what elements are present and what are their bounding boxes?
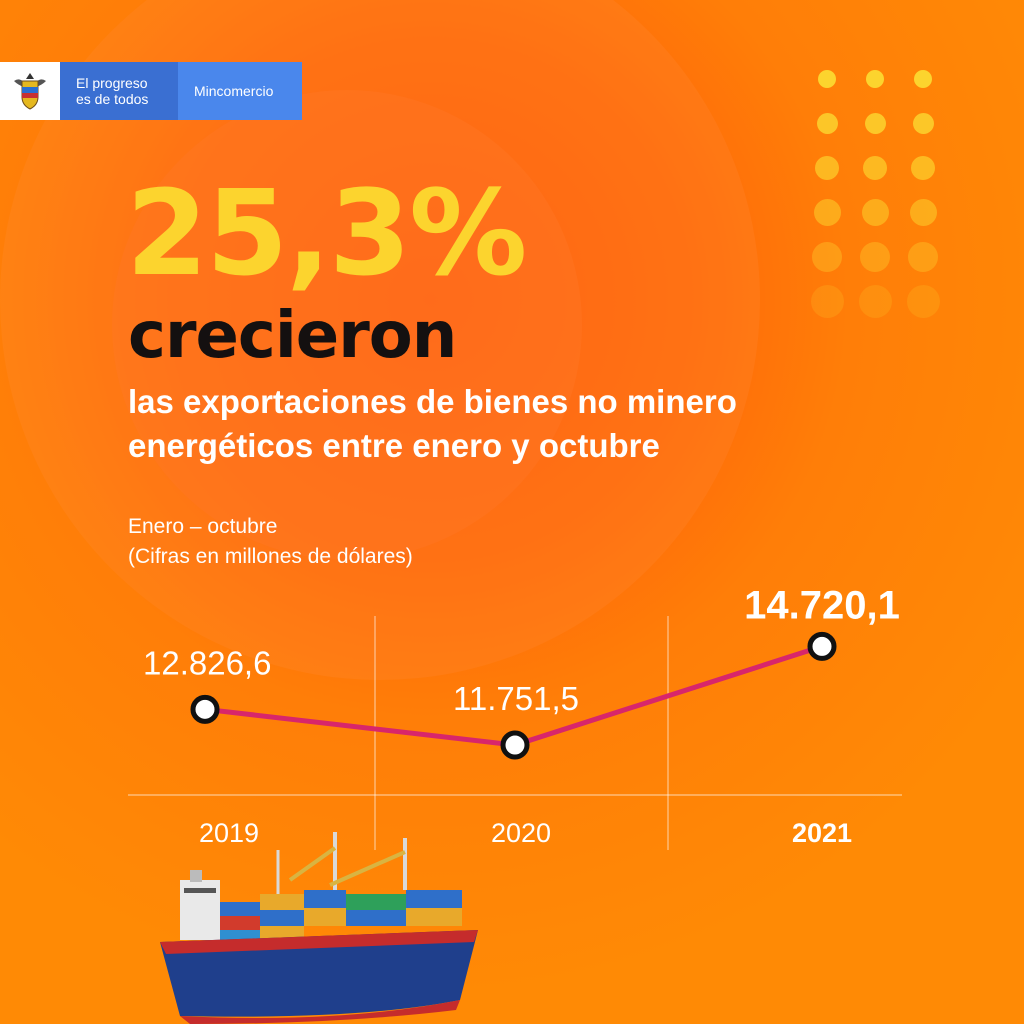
period-line-1: Enero – octubre	[128, 515, 278, 538]
data-point-2020	[500, 730, 530, 760]
decorative-dot	[866, 70, 884, 88]
chart-period-note: Enero – octubre (Cifras en millones de d…	[128, 512, 413, 572]
decorative-dot	[864, 113, 886, 134]
decorative-dot	[858, 285, 892, 318]
decorative-dot	[810, 285, 844, 318]
decorative-dot	[813, 199, 841, 226]
data-label-2020: 11.751,5	[453, 680, 579, 717]
decorative-dot	[860, 242, 890, 272]
headline-percentage: 25,3%	[126, 164, 527, 302]
data-label-2021: 14.720,1	[744, 583, 900, 627]
background-circle-inner	[112, 90, 582, 560]
decorative-dot	[909, 199, 937, 226]
slogan-line-1: El progreso	[76, 75, 148, 91]
decorative-dot	[911, 156, 935, 180]
coat-of-arms-icon	[0, 62, 60, 120]
period-line-2: (Cifras en millones de dólares)	[128, 545, 413, 568]
decorative-dot	[816, 113, 838, 134]
decorative-dot	[912, 113, 934, 134]
decorative-dot	[812, 242, 842, 272]
slogan-line-2: es de todos	[76, 91, 149, 107]
slogan-block: El progreso es de todos	[60, 62, 178, 120]
subtitle-line-2: energéticos entre enero y octubre	[128, 427, 660, 464]
data-point-2019	[190, 694, 220, 724]
decorative-dot	[863, 156, 887, 180]
decorative-dot	[914, 70, 932, 88]
headline-verb: crecieron	[128, 299, 457, 373]
data-label-2019: 12.826,6	[143, 644, 271, 681]
ministry-name: Mincomercio	[178, 62, 302, 120]
decorative-dot	[815, 156, 839, 180]
government-logo-bar: El progreso es de todos Mincomercio	[0, 62, 302, 120]
data-point-2021	[807, 631, 837, 661]
decorative-dot	[818, 70, 836, 88]
x-tick-label-2020: 2020	[491, 818, 551, 848]
decorative-dot	[906, 285, 940, 318]
cargo-ship-illustration	[160, 832, 478, 1024]
decorative-dot	[861, 199, 889, 226]
subtitle-line-1: las exportaciones de bienes no minero	[128, 383, 737, 420]
x-tick-label-2019: 2019	[199, 818, 259, 848]
headline-subtitle: las exportaciones de bienes no minero en…	[128, 380, 908, 468]
decorative-dot	[908, 242, 938, 272]
x-tick-label-2021: 2021	[792, 818, 852, 848]
